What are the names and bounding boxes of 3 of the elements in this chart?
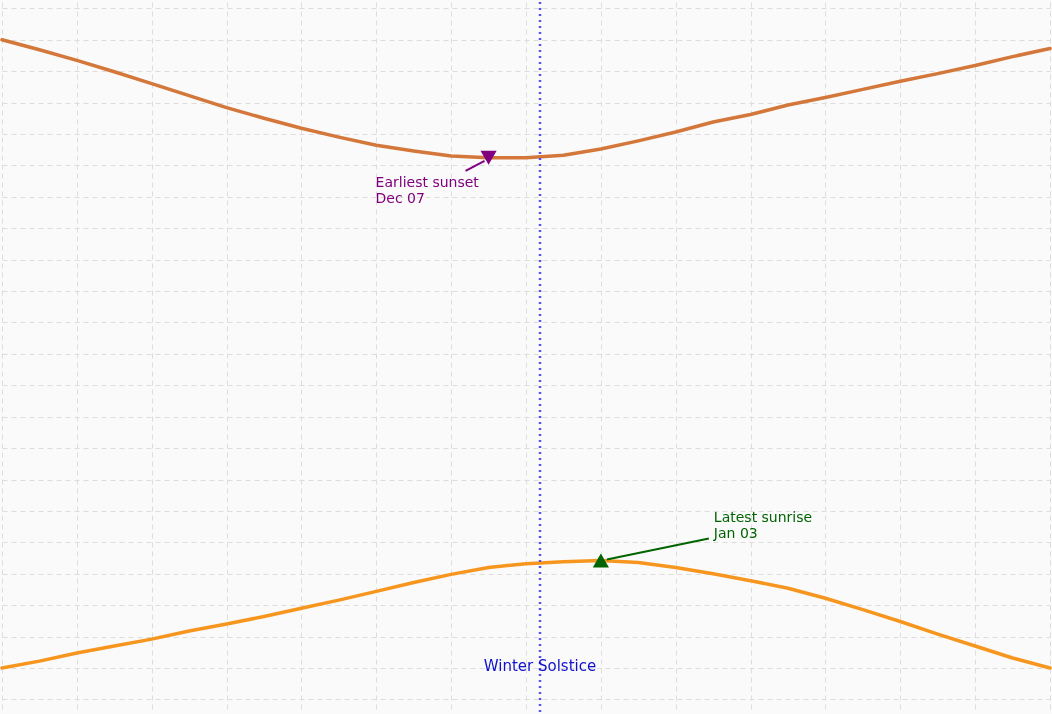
annotation: Latest sunrise Jan 03 — [712, 508, 813, 541]
annotation: Earliest sunset Dec 07 — [375, 173, 480, 206]
annotation: Winter Solstice — [483, 657, 597, 675]
